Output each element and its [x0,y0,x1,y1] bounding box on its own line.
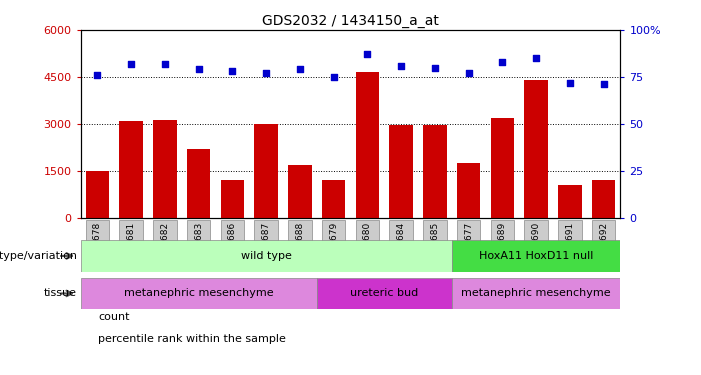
FancyBboxPatch shape [355,220,379,268]
Text: GSM87689: GSM87689 [498,222,507,271]
FancyBboxPatch shape [451,240,620,272]
Text: GSM87679: GSM87679 [329,222,338,271]
Text: ureteric bud: ureteric bud [350,288,418,298]
Point [193,66,204,72]
Bar [119,121,143,218]
Text: tissue: tissue [44,288,77,298]
FancyBboxPatch shape [457,220,480,268]
Point [463,70,474,76]
Bar [558,185,582,218]
FancyBboxPatch shape [389,220,413,268]
Point [159,61,170,67]
FancyBboxPatch shape [451,278,620,309]
FancyBboxPatch shape [81,278,317,309]
Text: wild type: wild type [240,251,292,261]
Bar [355,72,379,217]
Bar [288,165,312,218]
Point [125,61,137,67]
Bar [423,125,447,218]
Point [328,74,339,80]
Bar [322,180,346,218]
Text: GSM87687: GSM87687 [261,222,271,271]
FancyBboxPatch shape [558,220,582,268]
Bar [86,171,109,217]
Text: GSM87691: GSM87691 [565,222,574,271]
Point [362,51,373,57]
Text: GSM87680: GSM87680 [363,222,372,271]
Bar [221,180,244,218]
Bar [153,120,177,218]
FancyBboxPatch shape [81,240,451,272]
FancyBboxPatch shape [153,220,177,268]
Point [395,63,407,69]
Text: HoxA11 HoxD11 null: HoxA11 HoxD11 null [479,251,593,261]
Bar [524,80,548,218]
Text: genotype/variation: genotype/variation [0,251,77,261]
FancyBboxPatch shape [86,220,109,268]
FancyBboxPatch shape [288,220,312,268]
Text: GSM87690: GSM87690 [531,222,540,271]
Bar [389,125,413,218]
Text: GSM87685: GSM87685 [430,222,440,271]
Point [294,66,306,72]
Text: GSM87684: GSM87684 [397,222,406,271]
Bar [592,180,615,218]
Text: metanephric mesenchyme: metanephric mesenchyme [124,288,273,298]
Bar [491,117,514,218]
Text: GSM87677: GSM87677 [464,222,473,271]
Text: GSM87681: GSM87681 [127,222,136,271]
FancyBboxPatch shape [592,220,615,268]
Text: GSM87678: GSM87678 [93,222,102,271]
Point [429,64,440,70]
FancyBboxPatch shape [254,220,278,268]
Text: GSM87683: GSM87683 [194,222,203,271]
FancyBboxPatch shape [524,220,548,268]
Bar [254,124,278,218]
Text: GSM87682: GSM87682 [161,222,170,271]
Text: percentile rank within the sample: percentile rank within the sample [98,334,286,344]
Bar [457,163,480,218]
Text: GSM87686: GSM87686 [228,222,237,271]
Title: GDS2032 / 1434150_a_at: GDS2032 / 1434150_a_at [262,13,439,28]
Point [497,59,508,65]
Point [598,81,609,87]
FancyBboxPatch shape [317,278,451,309]
FancyBboxPatch shape [491,220,514,268]
Point [92,72,103,78]
Bar [187,149,210,217]
FancyBboxPatch shape [221,220,244,268]
Point [564,80,576,86]
Point [261,70,272,76]
FancyBboxPatch shape [187,220,210,268]
FancyBboxPatch shape [119,220,143,268]
Text: metanephric mesenchyme: metanephric mesenchyme [461,288,611,298]
Point [227,68,238,74]
Point [531,55,542,61]
FancyBboxPatch shape [423,220,447,268]
FancyBboxPatch shape [322,220,346,268]
Text: count: count [98,312,130,322]
Text: GSM87692: GSM87692 [599,222,608,271]
Text: GSM87688: GSM87688 [295,222,304,271]
